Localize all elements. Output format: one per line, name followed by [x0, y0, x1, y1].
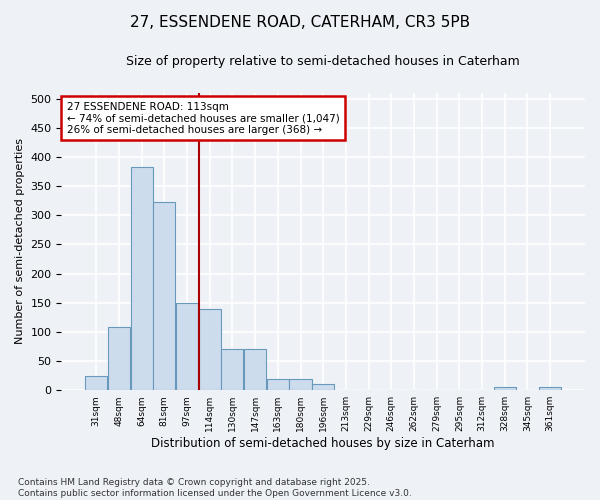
Bar [289, 378, 311, 390]
Text: 27, ESSENDENE ROAD, CATERHAM, CR3 5PB: 27, ESSENDENE ROAD, CATERHAM, CR3 5PB [130, 15, 470, 30]
Bar [312, 384, 334, 390]
Text: Contains HM Land Registry data © Crown copyright and database right 2025.
Contai: Contains HM Land Registry data © Crown c… [18, 478, 412, 498]
Bar [244, 350, 266, 390]
Bar [221, 350, 244, 390]
X-axis label: Distribution of semi-detached houses by size in Caterham: Distribution of semi-detached houses by … [151, 437, 495, 450]
Y-axis label: Number of semi-detached properties: Number of semi-detached properties [15, 138, 25, 344]
Bar [108, 327, 130, 390]
Bar [494, 388, 516, 390]
Bar [85, 376, 107, 390]
Bar [267, 378, 289, 390]
Bar [153, 202, 175, 390]
Title: Size of property relative to semi-detached houses in Caterham: Size of property relative to semi-detach… [127, 55, 520, 68]
Bar [199, 308, 221, 390]
Bar [539, 388, 561, 390]
Bar [176, 302, 198, 390]
Text: 27 ESSENDENE ROAD: 113sqm
← 74% of semi-detached houses are smaller (1,047)
26% : 27 ESSENDENE ROAD: 113sqm ← 74% of semi-… [67, 102, 340, 135]
Bar [131, 167, 152, 390]
